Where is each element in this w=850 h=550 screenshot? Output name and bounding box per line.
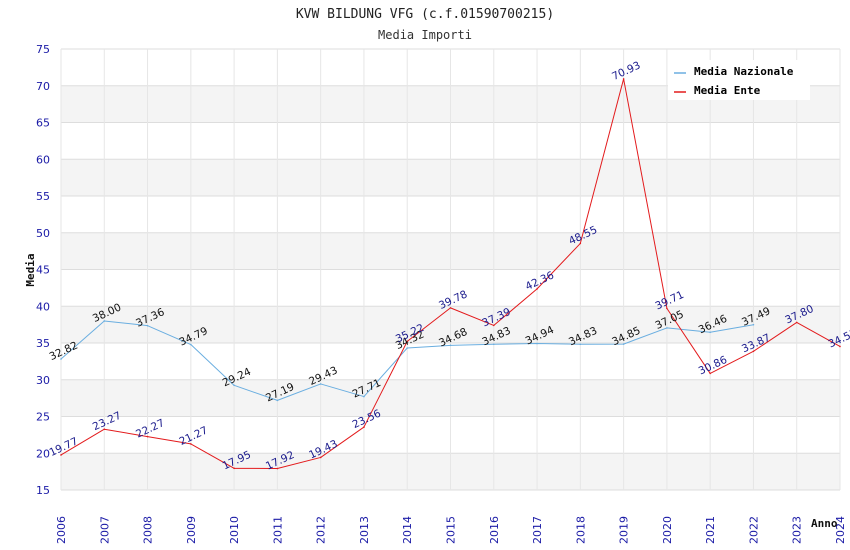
data-point — [622, 78, 625, 80]
y-axis-label: Media — [24, 253, 37, 286]
data-point — [536, 288, 538, 290]
y-tick-label: 15 — [36, 484, 50, 497]
data-point — [363, 395, 365, 398]
x-tick-label: 2022 — [747, 516, 760, 544]
y-tick-label: 70 — [36, 80, 50, 93]
y-tick-label: 20 — [36, 447, 50, 460]
data-point — [492, 343, 495, 346]
y-tick-label: 30 — [36, 374, 50, 387]
series-lines — [60, 78, 841, 470]
data-point — [233, 384, 235, 387]
data-point — [276, 467, 279, 470]
x-tick-label: 2009 — [185, 516, 198, 544]
data-point — [752, 350, 755, 353]
x-tick-label: 2012 — [315, 516, 328, 544]
x-tick-label: 2020 — [661, 516, 674, 544]
data-point — [190, 343, 192, 346]
data-point — [579, 242, 582, 245]
data-point — [795, 321, 798, 324]
x-tick-label: 2014 — [401, 516, 414, 544]
y-tick-label: 55 — [36, 190, 50, 203]
x-tick-label: 2023 — [791, 516, 804, 544]
data-point — [146, 435, 149, 438]
x-tick-label: 2016 — [488, 516, 501, 544]
grid-bands — [60, 48, 841, 491]
y-tick-label: 65 — [36, 117, 50, 130]
data-point — [60, 358, 62, 360]
x-axis-ticks: 2006 2007 2008 2009 2010 2011 2012 2013 2014 2015… — [55, 516, 847, 544]
data-point — [319, 456, 322, 459]
data-point — [622, 343, 625, 345]
data-point — [103, 428, 106, 431]
data-point — [579, 343, 582, 346]
data-point — [406, 340, 409, 343]
x-axis-label: Anno — [811, 517, 838, 530]
y-tick-label: 35 — [36, 337, 50, 350]
y-tick-label: 60 — [36, 153, 50, 166]
legend-label-media-nazionale: Media Nazionale — [694, 65, 794, 78]
data-point — [146, 324, 149, 327]
legend-box — [668, 60, 810, 100]
data-point — [709, 372, 711, 375]
legend: Media Nazionale Media Ente — [668, 60, 810, 100]
x-tick-label: 2019 — [618, 516, 631, 544]
chart-title: KVW BILDUNG VFG (c.f.01590700215) — [296, 7, 554, 22]
x-tick-label: 2015 — [445, 516, 458, 544]
chart-subtitle: Media Importi — [378, 28, 472, 42]
y-axis-ticks: 15 20 25 30 35 40 45 50 55 60 65 70 75 — [36, 43, 50, 497]
data-point — [60, 454, 62, 456]
x-tick-label: 2008 — [142, 516, 155, 544]
x-tick-label: 2007 — [98, 516, 111, 544]
data-point — [319, 383, 322, 385]
x-tick-label: 2024 — [834, 516, 847, 544]
x-tick-label: 2017 — [531, 516, 544, 544]
data-point — [752, 323, 755, 326]
y-tick-label: 45 — [36, 264, 50, 277]
y-tick-label: 50 — [36, 227, 50, 240]
x-tick-label: 2011 — [271, 516, 284, 544]
data-point — [449, 307, 452, 309]
data-point — [492, 324, 495, 327]
data-point — [709, 331, 711, 334]
data-point — [103, 320, 106, 322]
y-tick-label: 25 — [36, 411, 50, 424]
x-tick-label: 2018 — [574, 516, 587, 544]
data-point — [276, 399, 279, 402]
data-point — [666, 307, 668, 310]
data-point — [536, 342, 538, 345]
data-point — [666, 327, 668, 329]
data-point — [233, 467, 235, 470]
x-tick-label: 2010 — [228, 516, 241, 544]
data-point — [449, 344, 452, 347]
x-tick-label: 2006 — [55, 516, 68, 544]
x-tick-label: 2021 — [704, 516, 717, 544]
data-point — [190, 443, 192, 445]
y-tick-label: 75 — [36, 43, 50, 56]
data-point — [839, 345, 841, 348]
y-tick-label: 40 — [36, 300, 50, 313]
legend-label-media-ente: Media Ente — [694, 84, 761, 97]
data-point — [363, 426, 365, 428]
data-point — [406, 347, 409, 349]
x-tick-label: 2013 — [358, 516, 371, 544]
